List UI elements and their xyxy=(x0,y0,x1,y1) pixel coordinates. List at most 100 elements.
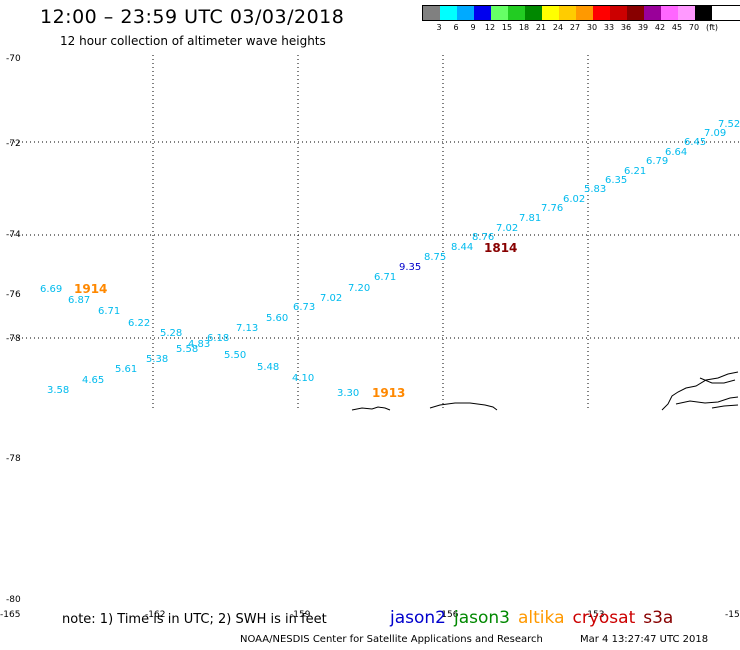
legend-label: 30 xyxy=(586,23,598,32)
swh-value: 6.22 xyxy=(128,318,150,329)
legend-swatch xyxy=(457,6,474,20)
swh-value: 3.58 xyxy=(47,385,69,396)
legend-swatch xyxy=(440,6,457,20)
longitude-label: -162 xyxy=(145,610,165,620)
longitude-label: -159 xyxy=(290,610,311,620)
pass-labels: 1914 1814 1913 xyxy=(74,241,517,400)
pass-label: 1913 xyxy=(372,386,405,400)
map-subtitle: 12 hour collection of altimeter wave hei… xyxy=(60,34,326,48)
satellite-name: altika xyxy=(518,608,565,628)
footer-timestamp: Mar 4 13:27:47 UTC 2018 xyxy=(580,634,709,645)
swh-value: 7.02 xyxy=(320,293,342,304)
legend-label: 18 xyxy=(518,23,530,32)
latitude-label: -78 xyxy=(6,454,21,464)
swh-value: 6.18 xyxy=(207,333,229,344)
latitude-label: -74 xyxy=(6,230,21,240)
legend-label: (ft) xyxy=(705,23,719,32)
legend-label: 6 xyxy=(453,23,459,32)
latitude-label: -70 xyxy=(6,54,21,64)
legend-swatch xyxy=(610,6,627,20)
coastline-segment xyxy=(699,377,736,384)
coastline-segment xyxy=(675,396,739,405)
swh-value: 4.65 xyxy=(82,375,104,386)
swh-value: 3.30 xyxy=(337,388,359,399)
coastline xyxy=(351,371,739,411)
swh-value: 7.52 xyxy=(718,119,740,130)
legend-swatch xyxy=(525,6,542,20)
satellite-name: s3a xyxy=(643,608,674,628)
satellite-name: cryosat xyxy=(572,608,636,628)
coastline-segment xyxy=(429,402,498,411)
swh-value: 7.09 xyxy=(704,128,726,139)
latitude-labels: -70 -72 -74 -76 -78 -78 -80 xyxy=(6,54,21,605)
legend-swatch xyxy=(695,6,712,20)
swh-value: 5.48 xyxy=(257,362,279,373)
legend-label: 27 xyxy=(569,23,581,32)
swh-value: 6.79 xyxy=(646,156,668,167)
longitude-label: -153 xyxy=(584,610,604,620)
swh-value: 5.61 xyxy=(115,364,137,375)
legend-swatch xyxy=(491,6,508,20)
swh-value: 7.02 xyxy=(496,223,518,234)
legend-label: 70 xyxy=(688,23,700,32)
swh-value: 9.35 xyxy=(399,262,421,273)
swh-value: 7.13 xyxy=(236,323,258,334)
longitude-labels: -165 -162 -159 -156 -153 -150 xyxy=(0,610,740,620)
latitude-label: -80 xyxy=(6,595,21,605)
swh-value: 6.69 xyxy=(40,284,62,295)
longitude-label: -165 xyxy=(0,610,20,620)
legend-swatch xyxy=(559,6,576,20)
legend-label: 45 xyxy=(671,23,683,32)
legend-label: 42 xyxy=(654,23,666,32)
swh-value: 6.73 xyxy=(293,302,315,313)
swh-value: 6.35 xyxy=(605,175,627,186)
legend-swatch xyxy=(661,6,678,20)
coastline-segment xyxy=(351,406,391,411)
legend-swatch xyxy=(423,6,440,20)
legend-label: 15 xyxy=(501,23,513,32)
swh-value: 4.10 xyxy=(292,373,314,384)
swh-value: 6.71 xyxy=(374,272,396,283)
swh-value: 5.60 xyxy=(266,313,288,324)
swh-value: 6.71 xyxy=(98,306,120,317)
swh-value: 7.20 xyxy=(348,283,370,294)
swh-value: 5.83 xyxy=(584,184,606,195)
swh-value: 5.58 xyxy=(176,344,198,355)
swh-value: 4.83 xyxy=(188,339,210,350)
legend-label: 3 xyxy=(436,23,442,32)
swh-value: 5.28 xyxy=(160,328,182,339)
swh-value: 7.76 xyxy=(541,203,563,214)
legend-swatch xyxy=(678,6,695,20)
legend-swatch xyxy=(508,6,525,20)
legend-labels: 3 6 9 12 15 18 21 24 27 30 33 36 39 42 45 70 (ft) xyxy=(422,23,740,35)
swh-value: 7.81 xyxy=(519,213,541,224)
footer-credit: NOAA/NESDIS Center for Satellite Applica… xyxy=(240,634,543,645)
swh-value: 6.21 xyxy=(624,166,646,177)
satellite-legend: jason2 jason3 altika cryosat s3a xyxy=(390,608,681,628)
swh-value: 6.87 xyxy=(68,295,90,306)
legend-swatch xyxy=(474,6,491,20)
coastline-segment xyxy=(661,371,739,411)
swh-value: 8.75 xyxy=(424,252,446,263)
swh-value: 8.44 xyxy=(451,242,473,253)
swh-value: 6.45 xyxy=(684,137,706,148)
legend-swatch xyxy=(576,6,593,20)
swh-value: 8.76 xyxy=(472,232,494,243)
swh-value: 6.02 xyxy=(563,194,585,205)
swh-value: 5.38 xyxy=(146,354,168,365)
legend-swatch xyxy=(644,6,661,20)
satellite-name: jason2 xyxy=(390,608,446,628)
legend-label: 9 xyxy=(470,23,476,32)
satellite-name: jason3 xyxy=(454,608,510,628)
swh-value: 5.50 xyxy=(224,350,246,361)
legend-label: 39 xyxy=(637,23,649,32)
swh-value: 6.64 xyxy=(665,147,687,158)
pass-label: 1914 xyxy=(74,282,107,296)
latitude-label: -76 xyxy=(6,290,21,300)
lat-lon-grid xyxy=(10,55,740,410)
coastline-segment xyxy=(711,404,739,409)
legend-label: 33 xyxy=(603,23,615,32)
legend-label: 21 xyxy=(535,23,547,32)
pass-label: 1814 xyxy=(484,241,517,255)
color-legend: 3 6 9 12 15 18 21 24 27 30 33 36 39 42 45 70 (ft) xyxy=(422,5,740,35)
